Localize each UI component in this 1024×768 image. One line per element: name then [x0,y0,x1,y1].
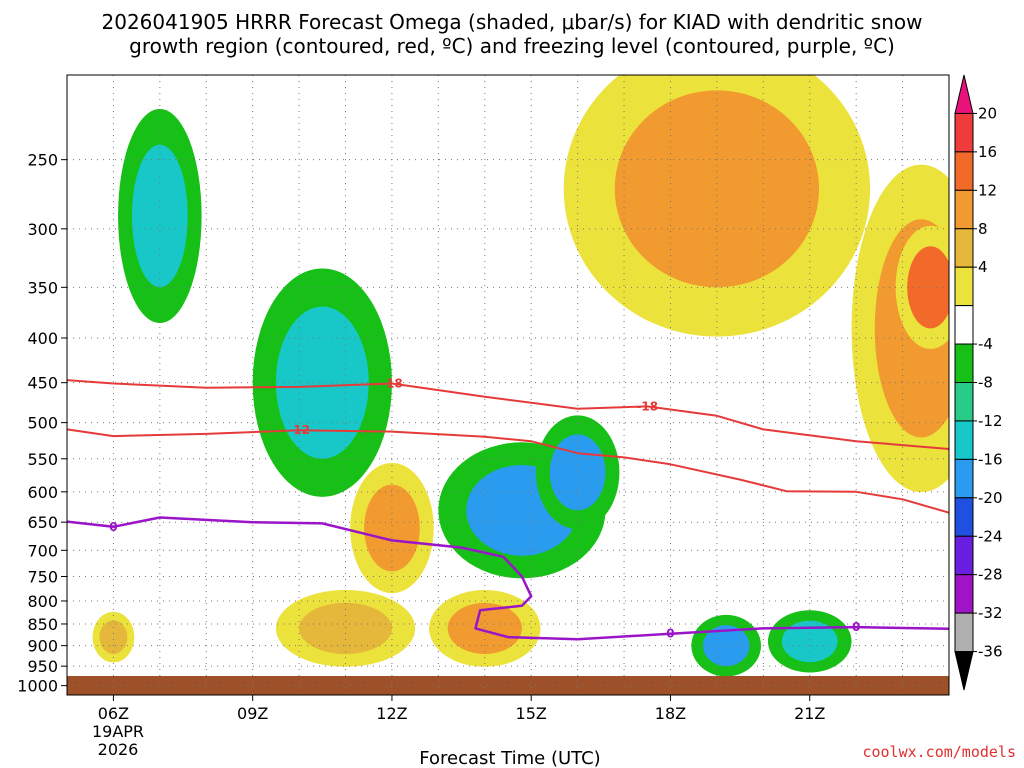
colorbar-segment [954,112,974,153]
colorbar-label: 4 [978,258,988,276]
y-tick-label: 350 [27,278,58,297]
y-tick-label: 600 [27,483,58,502]
colorbar-label: 20 [978,104,997,122]
contour-line [66,428,950,514]
omega-region [364,484,420,572]
colorbar-label: -8 [978,374,993,392]
x-date-label-day: 19APR [92,722,144,741]
colorbar-segment [954,612,974,653]
colorbar-segment [954,458,974,499]
omega-region [131,144,188,288]
contour-line [66,379,950,450]
plot-area: -18 -18 -12 0 0 0 [66,74,950,696]
terrain-ground-bar [67,676,949,695]
contour-label: -12 [288,423,310,437]
y-tick-label: 950 [27,657,58,676]
y-tick-label: 800 [27,592,58,611]
colorbar-label: -28 [978,566,1003,584]
chart-title-line-1: 2026041905 HRRR Forecast Omega (shaded, … [102,10,923,34]
omega-region [781,620,838,663]
colorbar-label: -20 [978,489,1003,507]
colorbar-label: -24 [978,527,1003,545]
plot-frame [66,74,950,696]
y-tick-label: 450 [27,374,58,393]
site-credit: coolwx.com/models [862,743,1016,761]
colorbar-label: -32 [978,604,1003,622]
y-tick-label: 900 [27,637,58,656]
contour-label: -18 [636,399,658,413]
colorbar-segment [954,574,974,614]
colorbar-segment [954,266,974,307]
colorbar-segment [954,343,974,383]
x-tick-label: 21Z [794,704,825,723]
x-tick-label: 18Z [655,704,686,723]
colorbar-segment [954,305,974,345]
y-tick-label: 550 [27,450,58,469]
omega-shading-layer [92,75,949,677]
x-axis-title: Forecast Time (UTC) [419,748,600,768]
y-tick-label: 500 [27,414,58,433]
colorbar-segment [954,151,974,191]
y-tick-label: 700 [27,541,58,560]
contour-label: 0 [109,520,117,534]
colorbar: 20 16 12 8 4 -4 -8 -12 -16 -20 -24 -28 -32 -36 [954,74,1003,691]
y-axis-ticks: 250 300 350 400 450 500 550 600 650 700 750 800 850 9… [17,151,67,696]
colorbar-label: -36 [978,643,1003,661]
contour-line [66,516,950,641]
colorbar-segment [954,228,974,268]
omega-region [702,625,750,667]
colorbar-segment [954,535,974,576]
y-tick-label: 400 [27,329,58,348]
omega-region [299,602,392,654]
omega-region [614,90,820,288]
omega-region [549,434,606,511]
colorbar-label: 12 [978,181,997,199]
colorbar-segment [954,189,974,230]
y-tick-label: 250 [27,151,58,170]
y-tick-label: 650 [27,513,58,532]
contour-label: 0 [666,627,674,641]
colorbar-label: 8 [978,220,988,238]
y-tick-label: 1000 [17,677,58,696]
x-tick-label: 09Z [237,704,268,723]
contour-layer: -18 -18 -12 0 0 0 [66,377,950,641]
x-tick-label: 15Z [516,704,547,723]
x-tick-label: 12Z [376,704,407,723]
y-tick-label: 850 [27,615,58,634]
y-tick-label: 750 [27,567,58,586]
colorbar-label: 16 [978,143,997,161]
chart-title-line-2: growth region (contoured, red, ºC) and f… [129,34,895,58]
colorbar-label: -12 [978,412,1003,430]
x-tick-label: 06Z [98,704,129,723]
omega-region [907,246,949,329]
colorbar-segment [954,420,974,460]
colorbar-label: -4 [978,335,993,353]
x-axis-ticks: 06Z 09Z 12Z 15Z 18Z 21Z [98,695,825,723]
colorbar-label: -16 [978,450,1003,468]
omega-region [275,306,369,459]
omega-region [99,620,128,654]
colorbar-bottom-triangle [954,651,974,691]
colorbar-segment [954,382,974,422]
contour-label: -18 [381,377,403,391]
colorbar-top-triangle [954,74,974,114]
x-date-label-year: 2026 [98,740,139,759]
contour-label: 0 [852,620,860,634]
colorbar-segment [954,497,974,537]
y-tick-label: 300 [27,220,58,239]
omega-region [447,602,522,654]
